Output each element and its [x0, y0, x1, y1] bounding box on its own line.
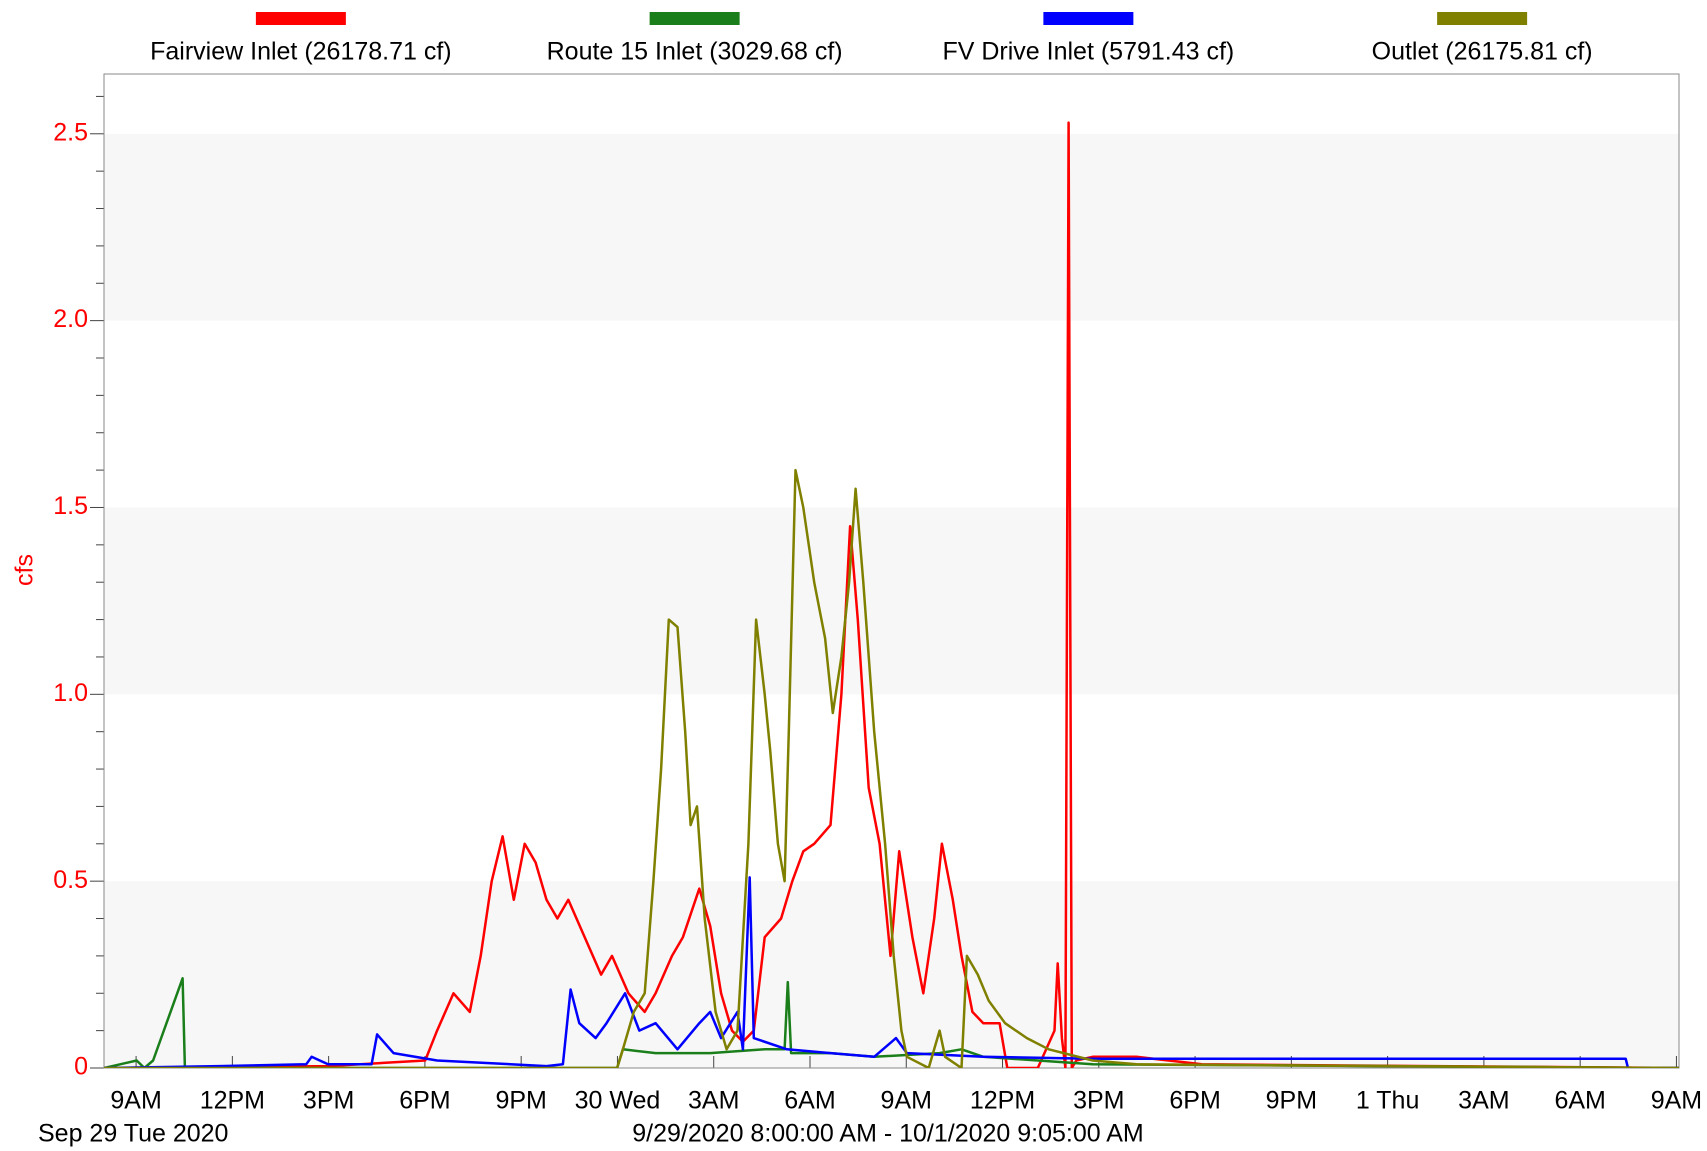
x-tick-label: 12PM [200, 1087, 265, 1115]
x-tick-label: 6PM [399, 1087, 450, 1115]
series-line [104, 468, 1679, 1068]
plot-border [103, 73, 1680, 1069]
x-tick-label: 9PM [495, 1087, 546, 1115]
series-line [104, 977, 1679, 1068]
legend-swatch [1043, 12, 1134, 25]
y-axis-label: cfs [11, 554, 39, 586]
y-tick-label: 1.5 [53, 492, 88, 520]
x-tick-label: 1 Thu [1356, 1087, 1419, 1115]
subtitle: 9/29/2020 8:00:00 AM - 10/1/2020 9:05:00… [632, 1120, 1144, 1148]
legend-label: Fairview Inlet (26178.71 cf) [150, 38, 452, 66]
x-tick-label: 9PM [1266, 1087, 1317, 1115]
y-tick-label: 0.5 [53, 866, 88, 894]
y-tick-label: 2.5 [53, 118, 88, 146]
x-tick-label: 3AM [1458, 1087, 1509, 1115]
x-tick-label: 3AM [688, 1087, 739, 1115]
x-tick-label: 3PM [1073, 1087, 1124, 1115]
x-tick-label: 3PM [303, 1087, 354, 1115]
y-tick-label: 1.0 [53, 679, 88, 707]
x-tick-label: 6AM [784, 1087, 835, 1115]
x-tick-label: 12PM [970, 1087, 1035, 1115]
legend-swatch [1437, 12, 1528, 25]
legend-swatch [649, 12, 740, 25]
band [104, 507, 1679, 695]
legend-label: FV Drive Inlet (5791.43 cf) [942, 38, 1234, 66]
series-line [104, 876, 1679, 1068]
legend-swatch [255, 12, 346, 25]
y-tick-label: 2.0 [53, 305, 88, 333]
x-tick-label: 9AM [110, 1087, 161, 1115]
band [104, 881, 1679, 1068]
legend-label: Outlet (26175.81 cf) [1372, 38, 1593, 66]
x-tick-label: 30 Wed [575, 1087, 661, 1115]
x-tick-label: 6AM [1554, 1087, 1605, 1115]
x-tick-label: 9AM [1651, 1087, 1702, 1115]
band [104, 133, 1679, 321]
x-tick-label: 9AM [881, 1087, 932, 1115]
y-tick-label: 0 [74, 1053, 88, 1081]
legend-label: Route 15 Inlet (3029.68 cf) [547, 38, 843, 66]
x-tick-label: 6PM [1169, 1087, 1220, 1115]
x-caption: Sep 29 Tue 2020 [38, 1120, 228, 1148]
